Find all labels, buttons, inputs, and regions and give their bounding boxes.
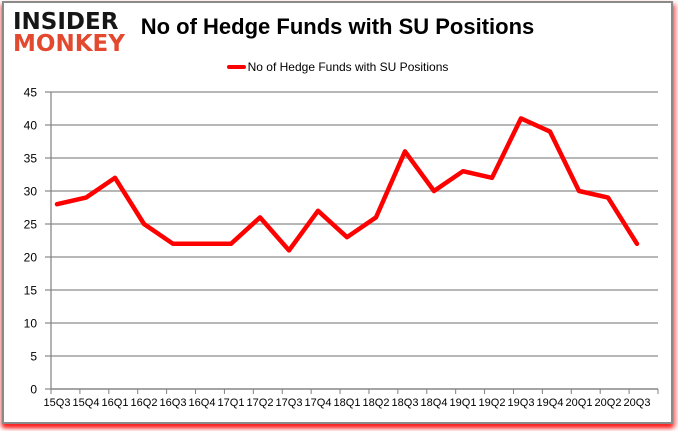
x-axis-tick-label: 19Q4 (537, 397, 564, 409)
insider-monkey-logo: INSIDER MONKEY (13, 9, 125, 57)
x-axis-tick-label: 17Q2 (247, 397, 274, 409)
y-axis-tick-label: 25 (24, 218, 38, 232)
x-axis-tick-label: 20Q3 (624, 397, 651, 409)
y-axis-tick-label: 30 (24, 185, 38, 199)
x-axis-tick-label: 16Q4 (189, 397, 216, 409)
x-axis-tick-label: 20Q2 (595, 397, 622, 409)
x-axis-tick-label: 17Q3 (276, 397, 303, 409)
y-axis-tick-label: 20 (24, 251, 38, 265)
y-axis-tick-label: 35 (24, 152, 38, 166)
x-axis-tick-label: 18Q2 (363, 397, 390, 409)
legend-line-marker (226, 65, 246, 69)
logo-line1: INSIDER (13, 9, 119, 35)
x-axis-tick-label: 18Q1 (334, 397, 361, 409)
x-axis-tick-label: 15Q4 (73, 397, 100, 409)
y-axis-tick-label: 0 (30, 383, 37, 397)
data-series-line (54, 116, 640, 253)
x-axis-tick-label: 20Q1 (566, 397, 593, 409)
x-axis-tick-label: 15Q3 (44, 397, 71, 409)
y-axis-tick-label: 45 (24, 86, 38, 100)
logo-line2: MONKEY (13, 31, 125, 57)
x-axis-tick-label: 16Q2 (131, 397, 158, 409)
x-axis-tick-label: 17Q1 (218, 397, 245, 409)
x-axis-tick-label: 17Q4 (305, 397, 332, 409)
x-axis-tick-label: 18Q4 (421, 397, 448, 409)
y-axis-tick-label: 15 (24, 284, 38, 298)
y-axis-tick-label: 40 (24, 119, 38, 133)
legend: No of Hedge Funds with SU Positions (4, 60, 671, 74)
x-axis-tick-label: 19Q1 (450, 397, 477, 409)
x-axis-tick-label: 18Q3 (392, 397, 419, 409)
y-axis-tick-label: 5 (30, 350, 37, 364)
page-title: No of Hedge Funds with SU Positions (140, 14, 535, 39)
x-axis-tick-label: 19Q3 (508, 397, 535, 409)
x-axis-tick-label: 19Q2 (479, 397, 506, 409)
y-axis-tick-label: 10 (24, 317, 38, 331)
chart-canvas: 0 5 10 15 20 25 30 35 40 45 15Q3 15Q4 16Q1 16Q2 16Q3 16… (24, 86, 659, 409)
chart-frame: INSIDER MONKEY No of Hedge Funds with SU… (2, 1, 673, 424)
legend-label: No of Hedge Funds with SU Positions (247, 60, 449, 74)
x-axis-tick-label: 16Q1 (102, 397, 129, 409)
x-axis-tick-label: 16Q3 (160, 397, 187, 409)
